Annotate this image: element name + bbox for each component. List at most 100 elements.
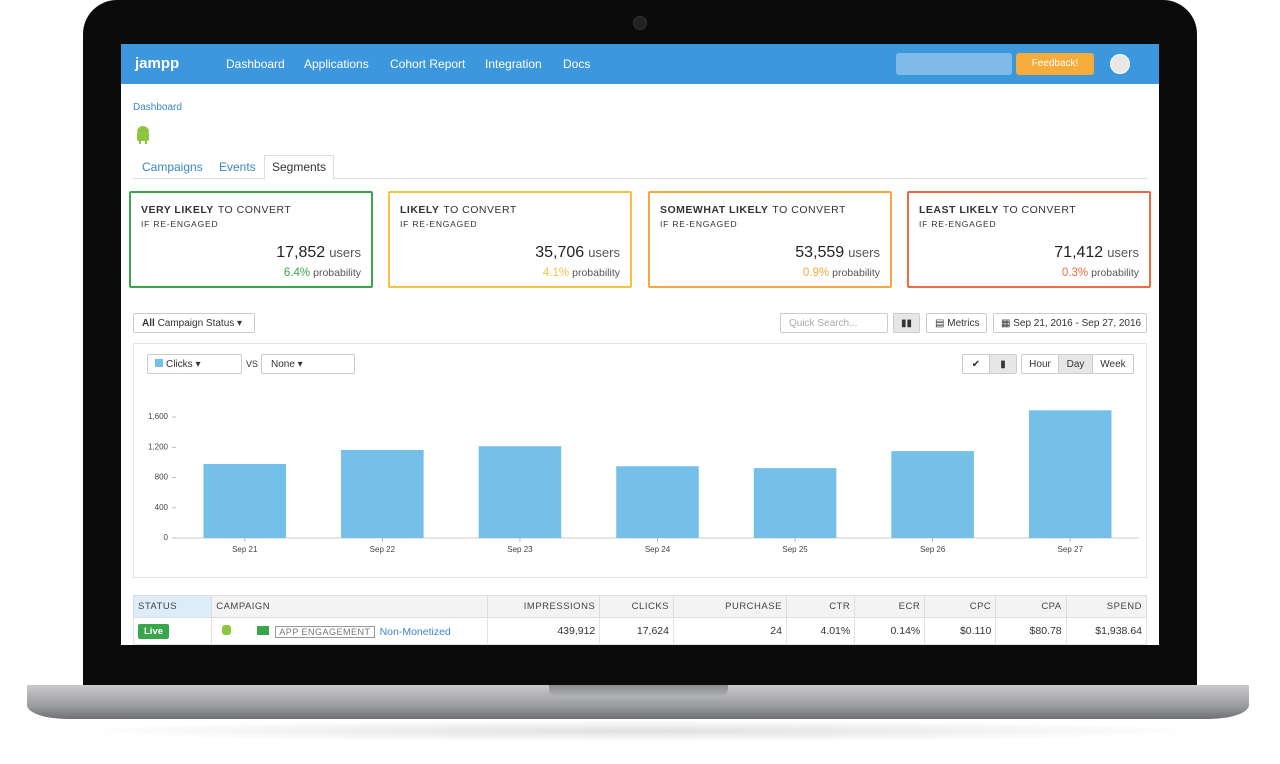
card-title-strong: LIKELY — [400, 204, 440, 216]
card-title-rest: TO CONVERT — [217, 204, 292, 216]
metric-dropdown[interactable]: Clicks ▾ — [147, 354, 242, 374]
bar — [1028, 410, 1112, 538]
column-header[interactable]: CPA — [995, 595, 1067, 618]
card-title-rest: TO CONVERT — [772, 204, 846, 216]
card-title-strong: LEAST LIKELY — [919, 204, 999, 216]
card-users: 53,559 users — [795, 244, 880, 262]
column-header[interactable]: ECR — [854, 595, 926, 618]
column-header[interactable]: CTR — [785, 595, 856, 618]
x-tick-label: Sep 27 — [1058, 545, 1084, 554]
metric-cell: 4.01% — [785, 617, 856, 645]
y-tick-label: 0 — [164, 533, 169, 542]
card-title-strong: VERY LIKELY — [141, 204, 214, 216]
card-users: 71,412 users — [1054, 244, 1139, 262]
column-header[interactable]: IMPRESSIONS — [486, 595, 601, 618]
date-range-label: Sep 21, 2016 - Sep 27, 2016 — [1013, 318, 1142, 329]
breadcrumb[interactable]: Dashboard — [133, 102, 182, 113]
card-title-rest: TO CONVERT — [443, 204, 517, 216]
nav-link[interactable]: Applications — [304, 57, 369, 71]
users-value: 53,559 — [795, 244, 845, 261]
nav-link[interactable]: Cohort Report — [390, 57, 466, 71]
users-label: users — [329, 245, 361, 260]
bar — [753, 468, 837, 538]
segment-card: SOMEWHAT LIKELY TO CONVERT IF RE-ENGAGED 53… — [648, 191, 892, 288]
card-title: SOMEWHAT LIKELY TO CONVERT — [660, 204, 846, 216]
metric-label: Clicks — [166, 359, 193, 370]
probability-value: 0.9% — [802, 267, 830, 279]
card-probability: 4.1% probability — [543, 267, 620, 279]
status-badge: Live — [138, 624, 170, 639]
quick-search[interactable]: Quick Search... — [780, 313, 888, 333]
tab-line — [133, 178, 1147, 179]
x-tick-label: Sep 21 — [232, 545, 258, 554]
card-title-strong: SOMEWHAT LIKELY — [660, 204, 769, 216]
screen: jampp Dashboard Applications Cohort Repo… — [121, 44, 1159, 645]
segment-card: LIKELY TO CONVERT IF RE-ENGAGED 35,706 users… — [388, 191, 632, 288]
probability-label: probability — [832, 267, 880, 279]
data-row: Live APP ENGAGEMENT Non-Monetized 439,912 17… — [132, 617, 1148, 645]
card-subtitle: IF RE-ENGAGED — [141, 219, 219, 229]
column-header[interactable]: CAMPAIGN — [211, 595, 488, 618]
probability-label: probability — [313, 267, 361, 279]
status-dropdown[interactable]: All Campaign Status ▾ — [133, 313, 255, 333]
column-header[interactable]: PURCHASE — [673, 595, 787, 618]
y-tick-label: 400 — [155, 503, 169, 512]
probability-value: 0.3% — [1061, 267, 1089, 279]
nav-link[interactable]: Docs — [563, 57, 591, 71]
tab[interactable]: Events — [219, 160, 256, 174]
x-tick-label: Sep 26 — [920, 545, 946, 554]
status-all: All — [142, 318, 155, 329]
nav-link[interactable]: Dashboard — [226, 57, 285, 71]
feedback-button[interactable]: Feedback! — [1016, 53, 1094, 75]
chart-toggle[interactable]: ▮▮ — [893, 313, 920, 333]
segment-card: LEAST LIKELY TO CONVERT IF RE-ENGAGED 71,41… — [907, 191, 1151, 288]
card-subtitle: IF RE-ENGAGED — [660, 219, 738, 229]
compare-dropdown[interactable]: None ▾ — [261, 354, 355, 374]
metrics-button[interactable]: ▤ Metrics — [926, 313, 987, 333]
bar — [478, 446, 562, 538]
bar — [203, 463, 287, 538]
metric-cell: 24 — [673, 617, 787, 645]
bar — [891, 451, 974, 538]
metric-cell: $0.110 — [924, 617, 997, 645]
x-tick-label: Sep 25 — [782, 545, 808, 554]
app-badge — [257, 625, 270, 635]
x-tick-label: Sep 24 — [645, 545, 671, 554]
logo[interactable]: jampp — [135, 55, 180, 72]
chart-panel: Clicks ▾ VS None ▾ ✔ ▮ Hour Day Week 0 40… — [133, 343, 1147, 578]
column-header[interactable]: CLICKS — [599, 595, 674, 618]
column-header[interactable]: STATUS — [132, 595, 213, 618]
header-row: STATUS CAMPAIGN IMPRESSIONS CLICKS PURCHASE C… — [132, 595, 1148, 618]
android-dot — [222, 624, 232, 635]
metrics-label: Metrics — [947, 318, 980, 329]
metric-cell: $80.78 — [995, 617, 1067, 645]
tab[interactable]: Campaigns — [142, 160, 203, 174]
nav-link[interactable]: Integration — [485, 57, 542, 71]
card-title: LEAST LIKELY TO CONVERT — [919, 204, 1076, 216]
card-title-rest: TO CONVERT — [1002, 204, 1077, 216]
column-header[interactable]: SPEND — [1065, 595, 1148, 618]
vs-label: VS — [246, 359, 259, 369]
date-range[interactable]: ▦ Sep 21, 2016 - Sep 27, 2016 — [993, 313, 1147, 333]
granularity-button[interactable]: Week — [1092, 354, 1134, 374]
metric-cell: 0.14% — [854, 617, 926, 645]
probability-label: probability — [572, 267, 620, 279]
tab-active[interactable]: Segments — [264, 155, 334, 180]
avatar[interactable] — [1110, 54, 1130, 74]
probability-value: 4.1% — [542, 267, 570, 279]
column-header[interactable]: CPC — [924, 595, 997, 618]
y-tick-label: 1,200 — [148, 442, 169, 451]
android-icon — [137, 126, 149, 144]
metric-cell: 17,624 — [599, 617, 674, 645]
users-label: users — [848, 245, 880, 260]
campaign-name[interactable]: Non-Monetized — [379, 625, 451, 638]
card-subtitle: IF RE-ENGAGED — [400, 219, 478, 229]
laptop-shadow — [60, 720, 1220, 742]
y-tick-label: 1,600 — [148, 412, 169, 421]
search-box[interactable] — [896, 53, 1012, 75]
bars-button[interactable]: ▮ — [989, 354, 1017, 374]
bar — [616, 466, 699, 538]
users-value: 35,706 — [535, 244, 585, 261]
campaign-cell: APP ENGAGEMENT Non-Monetized — [211, 617, 488, 645]
